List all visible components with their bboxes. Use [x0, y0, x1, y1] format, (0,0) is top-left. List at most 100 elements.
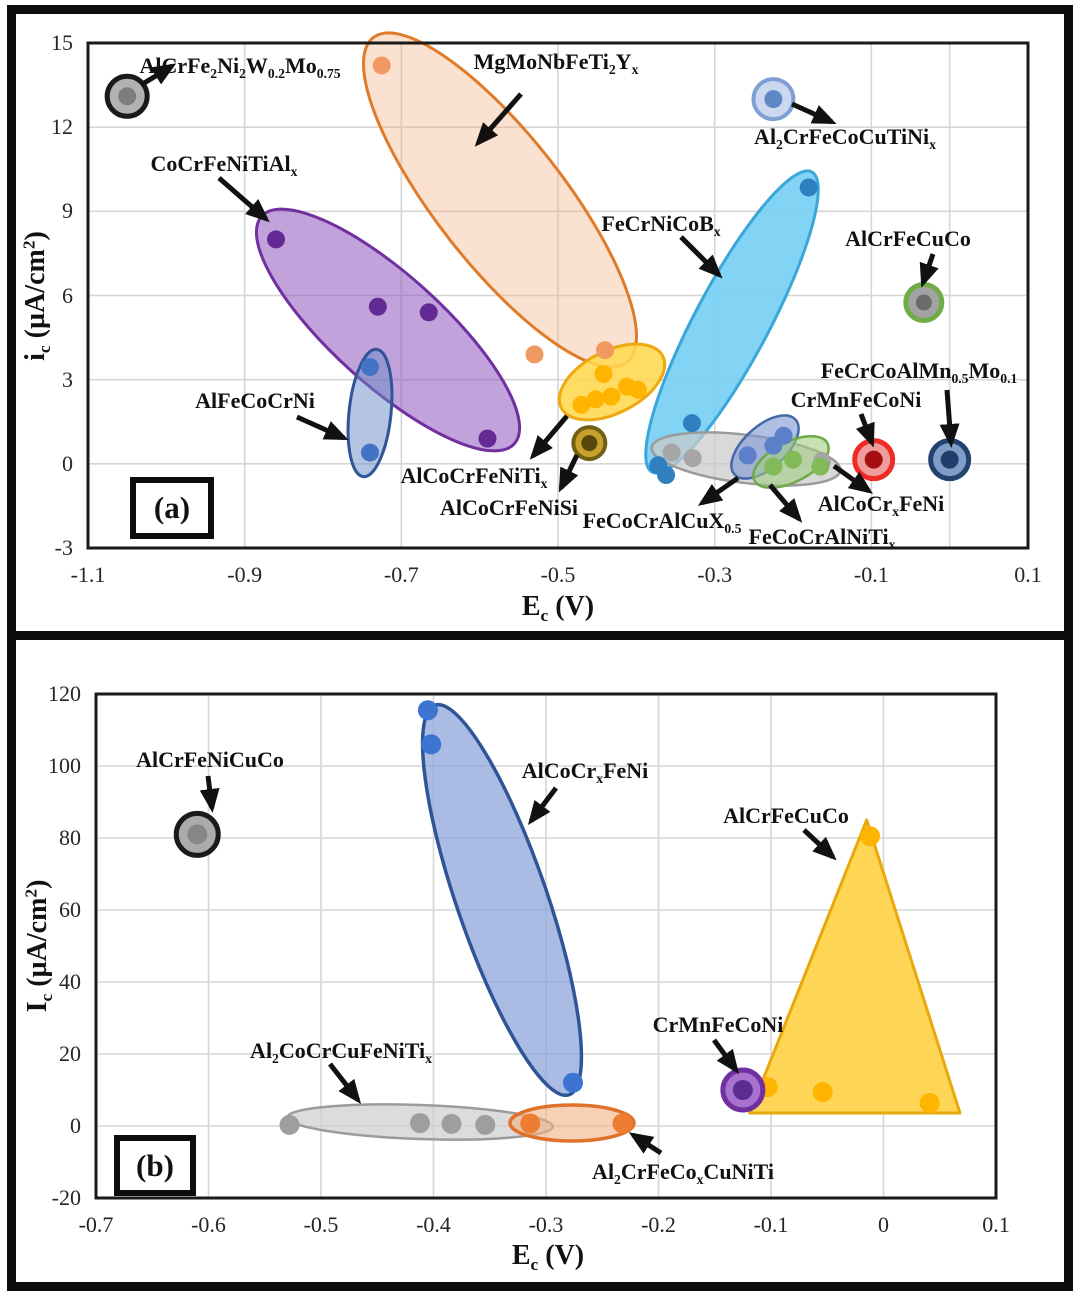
annotation-arrow	[790, 101, 837, 125]
alloy-label: Al2CrFeCoxCuNiTi	[592, 1159, 774, 1187]
ringed-data-point-core	[118, 87, 137, 106]
x-tick-label: -0.1	[853, 562, 889, 587]
x-tick-label: 0.1	[1014, 562, 1042, 587]
group-region-ellipse	[508, 1103, 636, 1143]
alloy-label: AlCrFeCuCo	[845, 226, 971, 251]
annotation-arrow	[199, 775, 220, 813]
data-point	[919, 1092, 940, 1113]
data-point	[683, 449, 702, 468]
data-point	[520, 1113, 541, 1134]
annotation-arrow	[217, 176, 270, 223]
annotation-arrow	[474, 92, 523, 147]
alloy-label: AlCoCrxFeNi	[817, 491, 945, 519]
alloy-label: CrMnFeCoNi	[652, 1012, 784, 1037]
ringed-data-point-core	[764, 90, 783, 109]
plot-border	[86, 41, 1030, 550]
data-point	[774, 426, 793, 445]
data-point	[594, 365, 613, 384]
alloy-label: AlCoCrFeNiTix	[400, 463, 548, 491]
data-point	[628, 380, 647, 399]
annotation-arrow	[855, 413, 875, 448]
data-point	[419, 303, 438, 322]
y-tick-label: -20	[51, 1185, 81, 1210]
annotation-arrow	[679, 235, 723, 279]
data-point	[799, 178, 818, 197]
data-point	[860, 826, 880, 847]
alloy-label: CrMnFeCoNi	[790, 387, 922, 412]
data-point	[682, 414, 701, 433]
data-point	[361, 358, 379, 377]
ringed-data-point-core	[915, 294, 932, 311]
data-point	[811, 457, 830, 476]
alloy-label: AlCoCrxFeNi	[521, 758, 649, 786]
x-tick-label: -0.4	[416, 1212, 451, 1237]
annotation-arrow	[939, 389, 960, 448]
annotation-arrow	[558, 453, 580, 493]
panel-b-tag-label: (b)	[136, 1147, 174, 1183]
x-tick-label: -0.2	[641, 1212, 676, 1237]
data-point	[267, 230, 285, 249]
x-tick-label: -0.9	[227, 562, 263, 587]
alloy-label: MgMoNbFeTi2Yx	[473, 49, 639, 77]
x-tick-label: 0	[878, 1212, 889, 1237]
alloy-label: FeCoCrAlCuX0.5	[582, 508, 742, 536]
x-tick-label: -0.3	[697, 562, 733, 587]
panel-b-tag: (b)	[114, 1135, 196, 1196]
annotation-arrow	[328, 1062, 362, 1104]
y-tick-label: 6	[62, 282, 73, 308]
annotation-arrow	[697, 475, 740, 506]
y-tick-label: 120	[48, 681, 81, 706]
alloy-label: FeCoCrAlNiTix	[748, 524, 896, 552]
panel-a-tag-label: (a)	[153, 490, 191, 525]
ringed-data-point-core	[581, 435, 598, 452]
y-tick-label: 100	[48, 753, 81, 778]
x-tick-label: -0.1	[753, 1212, 789, 1237]
alloy-label: FeCrCoAlMn0.5Mo0.1	[820, 358, 1018, 386]
alloy-label: AlCrFeNiCuCo	[136, 747, 284, 772]
alloy-label: AlCrFe2Ni2W0.2Mo0.75	[139, 53, 341, 81]
data-point	[738, 446, 757, 465]
alloy-label: AlCrFeCuCo	[723, 803, 849, 828]
data-point	[602, 387, 621, 406]
plot-border	[94, 692, 998, 1200]
annotation-arrow	[529, 414, 569, 460]
alloy-label: FeCrNiCoBx	[601, 211, 721, 239]
y-tick-label: 60	[59, 897, 81, 922]
y-axis-title-a: ic (µA/cm2)	[19, 231, 55, 361]
outer-frame	[7, 5, 1073, 1291]
y-tick-label: 9	[62, 198, 73, 224]
data-point	[368, 297, 387, 316]
y-tick-label: 80	[59, 825, 81, 850]
annotation-arrow	[139, 63, 177, 88]
x-tick-label: -0.5	[303, 1212, 339, 1237]
x-axis-title-a: Ec (V)	[521, 591, 595, 626]
data-point	[417, 700, 438, 721]
data-point	[596, 341, 614, 360]
x-tick-label: -0.6	[191, 1212, 226, 1237]
panel-a-tag: (a)	[130, 477, 214, 539]
alloy-label: AlCoCrFeNiSi	[439, 495, 579, 520]
alloy-label: CoCrFeNiTiAlx	[150, 151, 298, 179]
x-axis-title-b: Ec (V)	[511, 1240, 585, 1275]
annotation-arrow	[919, 253, 939, 288]
data-point	[361, 443, 379, 462]
y-tick-label: 0	[62, 450, 73, 476]
data-point	[279, 1114, 300, 1135]
ringed-data-point-core	[187, 824, 208, 845]
y-axis-title-b: Ic (µA/cm2)	[21, 879, 57, 1013]
annotation-arrow	[628, 1132, 663, 1156]
data-point	[563, 1072, 583, 1093]
alloy-label: Al2CoCrCuFeNiTix	[250, 1038, 432, 1066]
data-point	[586, 390, 605, 409]
data-point	[478, 429, 497, 448]
annotation-arrow	[295, 414, 349, 441]
panel-divider	[14, 631, 1066, 640]
alloy-label: AlFeCoCrNi	[195, 388, 315, 413]
y-tick-label: 3	[62, 366, 73, 392]
alloy-label: Al2CrFeCoCuTiNix	[754, 124, 936, 152]
annotation-arrow	[802, 828, 837, 861]
annotation-arrow	[711, 1038, 739, 1075]
data-point	[812, 1082, 833, 1103]
